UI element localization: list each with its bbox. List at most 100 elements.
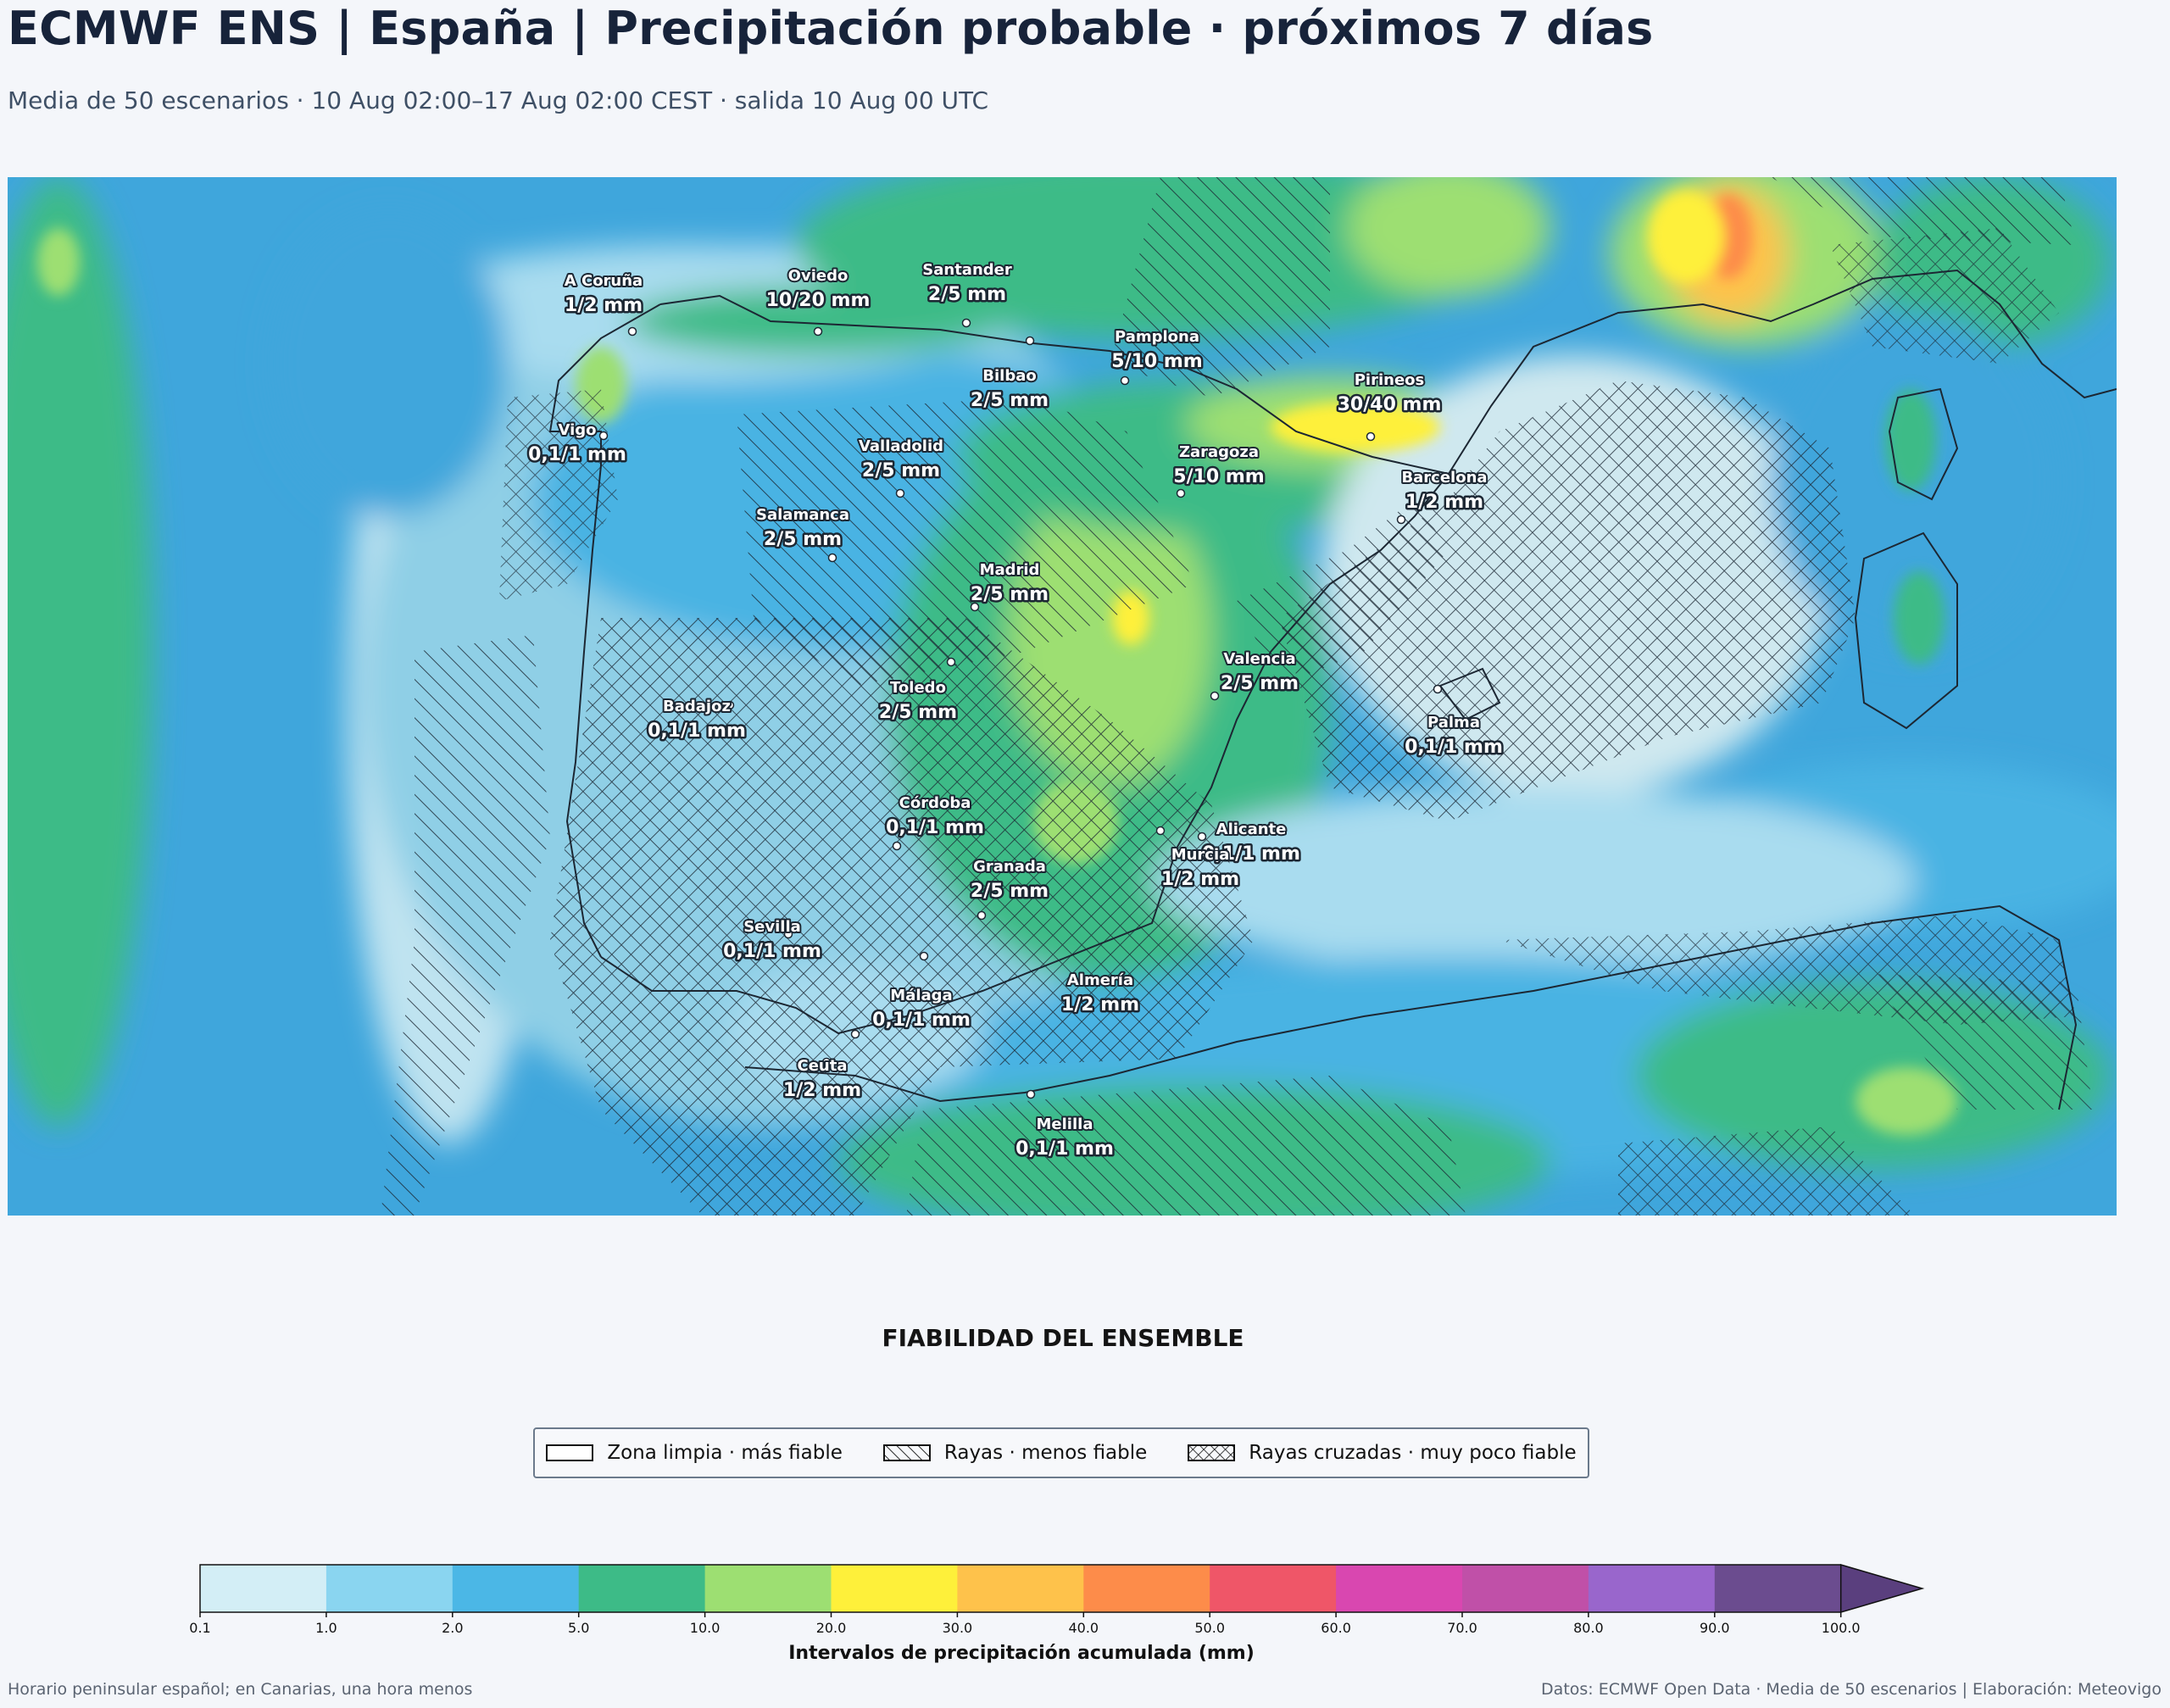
city-name: Barcelona — [1401, 469, 1487, 487]
colorbar-tick-label: 0.1 — [189, 1620, 210, 1636]
city-bilbao: Bilbao 2/5 mm — [968, 336, 1051, 414]
crosshatch-swatch-icon — [1188, 1444, 1236, 1461]
city-name: Valladolid — [859, 437, 943, 455]
legend-item-clear: Zona limpia · más fiable — [546, 1442, 843, 1464]
city-marker — [1155, 826, 1166, 836]
colorbar-tick-label: 100.0 — [1822, 1620, 1861, 1636]
colorbar-outline — [199, 1564, 1841, 1613]
city-marker — [783, 929, 793, 939]
city-precip-value: 2/5 mm — [928, 284, 1006, 305]
city-precip-value: 2/5 mm — [971, 390, 1049, 411]
city-marker — [850, 1029, 860, 1039]
city-vigo: Vigo 0,1/1 mm — [526, 420, 629, 468]
city-precip-value: 0,1/1 mm — [886, 817, 984, 838]
colorbar-segment — [326, 1565, 453, 1612]
legend-item-crosshatch: Rayas cruzadas · muy poco fiable — [1188, 1442, 1577, 1464]
city-sevilla: Sevilla 0,1/1 mm — [721, 916, 824, 965]
city-name: Pirineos — [1355, 371, 1425, 389]
city-marker — [1396, 515, 1406, 525]
city-name: Murcia — [1171, 846, 1230, 864]
colorbar-segment — [957, 1565, 1084, 1612]
city-precip-value: 1/2 mm — [1161, 869, 1239, 890]
city-name: A Coruña — [565, 272, 643, 290]
city-name: Valencia — [1223, 650, 1295, 668]
colorbar-segment — [1462, 1565, 1589, 1612]
city-name: Pamplona — [1115, 328, 1199, 346]
legend-label-clear: Zona limpia · más fiable — [607, 1442, 843, 1464]
city-marker — [970, 602, 980, 612]
colorbar-tick-label: 70.0 — [1447, 1620, 1477, 1636]
colorbar-segment — [704, 1565, 832, 1612]
city-name: Vigo — [558, 421, 596, 439]
precipitation-map[interactable]: A Coruña 1/2 mm Oviedo 10/20 mm Santander 2/5… — [8, 177, 2117, 1216]
city-precip-value: 0,1/1 mm — [1405, 737, 1503, 758]
city-precip-value: 1/2 mm — [565, 295, 643, 316]
city-marker — [919, 951, 929, 961]
city-precip-value: 10/20 mm — [766, 290, 871, 311]
colorbar-segment — [200, 1565, 327, 1612]
legend-label-crosshatch: Rayas cruzadas · muy poco fiable — [1249, 1442, 1577, 1464]
city-valladolid: Valladolid 2/5 mm — [857, 436, 945, 498]
city-a-coruna: A Coruña 1/2 mm — [562, 270, 645, 337]
city-precip-value: 2/5 mm — [971, 881, 1049, 902]
city-precip-value: 5/10 mm — [1111, 351, 1202, 372]
city-almeria: Almería 1/2 mm — [919, 951, 1142, 1018]
city-name: Sevilla — [743, 918, 801, 936]
city-marker — [1366, 431, 1376, 442]
colorbar-segment — [831, 1565, 958, 1612]
city-name: Santander — [922, 261, 1012, 279]
city-salamanca: Salamanca 2/5 mm — [754, 504, 851, 563]
colorbar-tick-label: 5.0 — [568, 1620, 589, 1636]
city-precip-value: 30/40 mm — [1338, 394, 1442, 415]
city-precip-value: 2/5 mm — [971, 584, 1049, 605]
colorbar-segment — [452, 1565, 580, 1612]
city-name: Granada — [973, 858, 1046, 876]
city-precip-value: 0,1/1 mm — [1202, 843, 1300, 865]
city-granada: Granada 2/5 mm — [968, 856, 1051, 921]
city-precip-value: 0,1/1 mm — [528, 444, 626, 465]
city-name: Oviedo — [788, 267, 849, 285]
city-precip-value: 2/5 mm — [879, 702, 957, 723]
city-oviedo: Oviedo 10/20 mm — [764, 265, 872, 337]
colorbar-segment — [578, 1565, 706, 1612]
colorbar-label: Intervalos de precipitación acumulada (m… — [788, 1643, 1255, 1664]
legend-item-hatch: Rayas · menos fiable — [882, 1442, 1148, 1464]
legend-label-hatch: Rayas · menos fiable — [943, 1442, 1148, 1464]
page-title: ECMWF ENS | España | Precipitación proba… — [8, 2, 1654, 55]
colorbar-tick-label: 1.0 — [315, 1620, 337, 1636]
city-cordoba: Córdoba 0,1/1 mm — [884, 793, 986, 851]
colorbar-tick-label: 40.0 — [1068, 1620, 1099, 1636]
city-pirineos: Pirineos 30/40 mm — [1335, 370, 1444, 442]
city-marker — [1433, 684, 1443, 694]
coastlines — [548, 269, 2117, 1110]
city-barcelona: Barcelona 1/2 mm — [1396, 467, 1489, 525]
colorbar-tick-label: 10.0 — [690, 1620, 721, 1636]
city-marker — [827, 553, 837, 563]
city-marker — [598, 431, 609, 441]
city-marker — [1025, 336, 1035, 346]
crosshatch-zones — [499, 228, 2076, 1216]
colorbar-segment — [1714, 1565, 1842, 1612]
city-marker — [946, 657, 956, 667]
city-marker — [1197, 832, 1207, 842]
city-marker — [1176, 488, 1186, 498]
reliability-title: FIABILIDAD DEL ENSEMBLE — [882, 1324, 1244, 1352]
city-precip-value: 0,1/1 mm — [1015, 1138, 1114, 1160]
city-toledo: Toledo 2/5 mm — [876, 657, 960, 726]
city-marker — [821, 1057, 832, 1067]
city-alicante: Alicante 0,1/1 mm — [1197, 819, 1302, 867]
page-subtitle: Media de 50 escenarios · 10 Aug 02:00–17… — [8, 86, 989, 114]
city-ceuta: Ceuta 1/2 mm — [781, 1055, 863, 1104]
footer-credits: Datos: ECMWF Open Data · Media de 50 esc… — [1541, 1680, 2162, 1699]
reliability-legend: Zona limpia · más fiable Rayas · menos f… — [533, 1427, 1589, 1478]
city-precip-value: 1/2 mm — [1405, 492, 1483, 513]
city-name: Ceuta — [798, 1057, 848, 1075]
city-santander: Santander 2/5 mm — [921, 259, 1014, 328]
city-pamplona: Pamplona 5/10 mm — [1110, 326, 1205, 386]
city-precip-value: 1/2 mm — [1061, 994, 1139, 1015]
city-name: Bilbao — [982, 367, 1036, 385]
city-name: Badajoz — [663, 698, 731, 715]
city-name: Palma — [1427, 714, 1480, 732]
colorbar-extend-arrow — [1839, 1564, 1925, 1613]
city-marker — [976, 910, 987, 921]
